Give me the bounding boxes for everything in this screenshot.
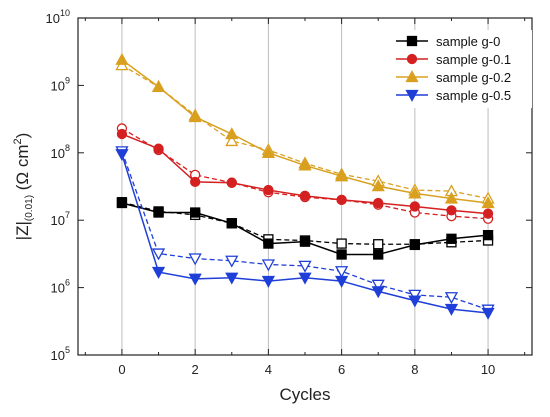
legend-item: sample g-0.5 (396, 88, 511, 103)
legend: sample g-0 sample g-0.1 sample g-0.2 sample… (388, 30, 532, 108)
data-point-open (151, 248, 166, 261)
data-point (188, 110, 202, 123)
y-tick-label: 107 (51, 210, 70, 228)
data-point (225, 127, 239, 140)
legend-item: sample g-0 (396, 34, 500, 49)
data-point (335, 169, 349, 182)
series-sample-g-0-2 (115, 52, 495, 209)
x-tick-label: 6 (338, 362, 345, 377)
data-point (481, 307, 495, 320)
data-point (298, 158, 312, 171)
data-point-open (444, 292, 459, 305)
data-point (190, 176, 201, 188)
data-point (481, 196, 495, 209)
data-point (298, 272, 312, 285)
y-tick-label: 109 (51, 75, 70, 93)
data-point (444, 191, 459, 204)
data-point (444, 303, 459, 316)
data-point (335, 275, 349, 288)
data-point (261, 275, 275, 288)
y-tick-label: 108 (51, 143, 70, 161)
data-point (116, 197, 128, 209)
data-point (409, 201, 420, 212)
legend-label: sample g-0 (436, 34, 500, 49)
data-point (371, 286, 385, 299)
data-point (446, 233, 457, 244)
data-point-open (336, 238, 347, 249)
data-point (225, 272, 239, 285)
data-point (482, 208, 494, 219)
y-tick-label: 105 (51, 345, 70, 363)
data-point (151, 266, 166, 279)
data-point (188, 273, 202, 286)
x-tick-label: 4 (265, 362, 272, 377)
data-point (299, 190, 311, 201)
legend-label: sample g-0.5 (436, 88, 511, 103)
data-point-open (371, 279, 385, 292)
axis-ticks: 0 2 4 6 8 10 105 106 107 108 109 1010 (46, 8, 532, 377)
x-axis-title: Cycles (279, 385, 330, 404)
data-point-open (298, 260, 312, 273)
data-point (226, 218, 237, 229)
series-layer (115, 52, 495, 320)
y-axis-title-main: |Z| (13, 221, 32, 240)
data-point (153, 207, 164, 218)
data-point (336, 194, 347, 206)
data-point-open (225, 255, 239, 268)
x-tick-label: 10 (481, 362, 495, 377)
series-line (121, 154, 489, 314)
data-point (261, 145, 275, 158)
data-point (482, 230, 494, 241)
series-dashed-line (121, 127, 489, 220)
data-point (408, 186, 422, 199)
legend-marker (406, 53, 418, 65)
y-tick-label: 1010 (46, 8, 70, 26)
data-point (190, 207, 201, 218)
series-sample-g-0 (116, 197, 494, 260)
data-point-open (188, 253, 202, 266)
data-point-open (225, 134, 239, 147)
x-tick-label: 0 (118, 362, 125, 377)
series-sample-g-0-5 (115, 146, 495, 320)
legend-item: sample g-0.1 (396, 52, 511, 67)
legend-label: sample g-0.2 (436, 70, 511, 85)
data-point (409, 239, 420, 251)
data-point (116, 128, 128, 140)
data-point (299, 236, 311, 247)
data-point-open (335, 266, 349, 279)
data-point (115, 52, 129, 65)
x-tick-label: 2 (192, 362, 199, 377)
y-axis-title-units-close: ) (13, 133, 32, 139)
y-axis-title-units-sup: 2 (12, 138, 24, 144)
data-point-open (373, 239, 384, 250)
data-point (373, 249, 384, 260)
legend-marker (405, 89, 419, 102)
data-point (371, 179, 385, 192)
data-point (336, 249, 347, 260)
legend-label: sample g-0.1 (436, 52, 511, 67)
data-point-open (261, 259, 275, 272)
data-point (153, 143, 164, 154)
y-axis-title-subscript: (0.01) (24, 195, 35, 221)
legend-item: sample g-0.2 (396, 70, 511, 85)
series-sample-g-0-1 (116, 123, 494, 224)
data-point (263, 184, 274, 196)
data-point (446, 205, 457, 216)
data-point (408, 295, 422, 308)
data-point (263, 238, 274, 249)
y-axis-title: |Z|(0.01) (Ω cm2) (12, 133, 35, 241)
series-dashed-line (121, 151, 489, 311)
y-tick-label: 106 (51, 278, 70, 296)
legend-marker (406, 35, 418, 47)
data-point (373, 197, 384, 209)
data-point (115, 149, 129, 162)
data-point (226, 177, 237, 188)
data-point (151, 80, 166, 93)
x-tick-label: 8 (411, 362, 418, 377)
y-axis-title-units: (Ω cm (13, 144, 32, 194)
legend-marker (405, 70, 419, 83)
data-point-open (408, 289, 422, 302)
